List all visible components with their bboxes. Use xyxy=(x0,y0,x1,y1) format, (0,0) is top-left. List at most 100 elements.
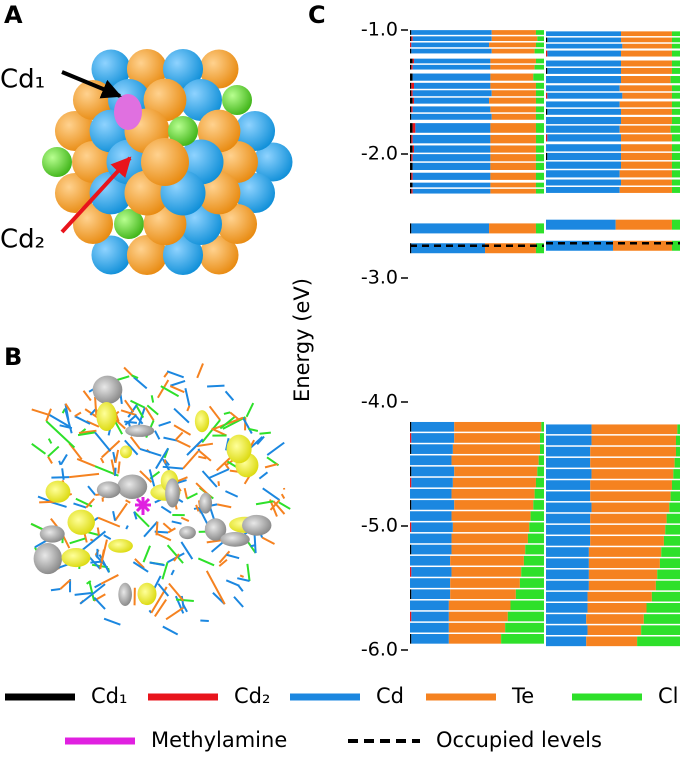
bond xyxy=(162,625,179,636)
bond xyxy=(170,569,175,576)
y-tick-label: -6.0 xyxy=(361,639,398,661)
atom xyxy=(222,85,252,115)
level-segment xyxy=(412,90,492,97)
level-segment xyxy=(619,101,672,108)
level-segment xyxy=(411,90,413,97)
atom xyxy=(168,116,198,146)
bond xyxy=(45,420,76,449)
level-segment xyxy=(588,569,658,580)
level-segment xyxy=(546,152,548,161)
level-segment xyxy=(663,536,680,546)
bond xyxy=(272,500,286,515)
panel-c: C Energy (eV) -1.0 -2.0 -3.0 -4.0 -5.0 -6.0 xyxy=(290,1,680,661)
panel-label: C xyxy=(308,1,326,29)
level-segment xyxy=(671,144,680,152)
level-segment xyxy=(410,134,412,144)
bond xyxy=(173,407,190,424)
bond xyxy=(155,532,172,542)
orbital-lobe xyxy=(199,492,213,514)
level-segment xyxy=(591,469,674,479)
bond xyxy=(217,481,220,487)
bond xyxy=(161,561,169,580)
level-segment xyxy=(621,116,672,125)
bond xyxy=(280,493,286,500)
level-segment xyxy=(414,145,491,153)
level-segment xyxy=(410,30,412,35)
level-segment xyxy=(534,64,544,70)
bond xyxy=(196,363,204,379)
level-segment xyxy=(537,466,544,477)
level-segment xyxy=(410,188,412,194)
level-segment xyxy=(671,219,680,230)
level-segment xyxy=(519,578,544,588)
bond xyxy=(211,427,227,437)
level-segment xyxy=(535,223,544,234)
bond xyxy=(186,405,191,412)
level-segment xyxy=(452,477,536,488)
level-segment xyxy=(671,85,680,92)
bond xyxy=(258,471,269,480)
level-segment xyxy=(641,625,680,635)
level-segment xyxy=(454,433,540,443)
bond xyxy=(237,584,244,592)
level-segment xyxy=(546,76,622,84)
level-segment xyxy=(450,589,516,600)
level-segment xyxy=(491,30,536,35)
bond xyxy=(170,379,186,387)
level-segment xyxy=(410,533,452,544)
bond xyxy=(250,544,256,548)
level-segment xyxy=(410,172,412,180)
atom xyxy=(126,234,168,276)
orbital-lobe xyxy=(117,474,148,499)
level-segment xyxy=(675,435,680,446)
level-segment xyxy=(535,477,544,488)
bond xyxy=(197,557,215,567)
bond xyxy=(154,599,168,618)
level-segment xyxy=(527,533,544,544)
level-segment xyxy=(621,108,672,115)
level-segment xyxy=(521,567,544,577)
level-segment xyxy=(546,179,622,186)
level-segment xyxy=(412,188,491,194)
bond xyxy=(103,617,121,626)
bond xyxy=(201,419,221,444)
bond xyxy=(196,442,214,448)
level-segment xyxy=(677,424,680,435)
level-segment xyxy=(546,240,613,251)
bond xyxy=(269,499,281,511)
level-segment xyxy=(546,502,592,513)
level-segment xyxy=(489,42,536,48)
level-segment xyxy=(411,466,455,477)
atom xyxy=(91,235,131,275)
level-segment xyxy=(410,444,412,454)
level-segment xyxy=(546,547,589,557)
level-segment xyxy=(661,547,680,557)
level-segment xyxy=(546,108,548,115)
bond xyxy=(162,465,184,470)
level-segment xyxy=(535,134,544,144)
level-segment xyxy=(411,106,413,113)
level-segment xyxy=(411,611,449,622)
bond xyxy=(114,467,117,476)
bond xyxy=(255,500,274,506)
level-segment xyxy=(415,123,491,133)
level-segment xyxy=(546,43,623,49)
level-segment xyxy=(547,92,623,99)
level-segment xyxy=(410,82,412,89)
level-segment xyxy=(410,58,413,64)
level-segment xyxy=(533,500,544,510)
bond xyxy=(261,536,275,545)
atom xyxy=(72,141,114,183)
level-segment xyxy=(588,547,662,557)
level-segment xyxy=(410,500,412,510)
level-segment xyxy=(547,67,622,74)
bond xyxy=(90,560,102,564)
level-segment xyxy=(671,67,680,74)
atom xyxy=(114,209,144,239)
legend-label: Occupied levels xyxy=(436,728,602,752)
level-segment xyxy=(547,152,622,161)
level-segment xyxy=(410,243,412,254)
level-segment xyxy=(411,223,490,234)
level-segment xyxy=(410,600,449,611)
level-segment xyxy=(587,625,642,635)
